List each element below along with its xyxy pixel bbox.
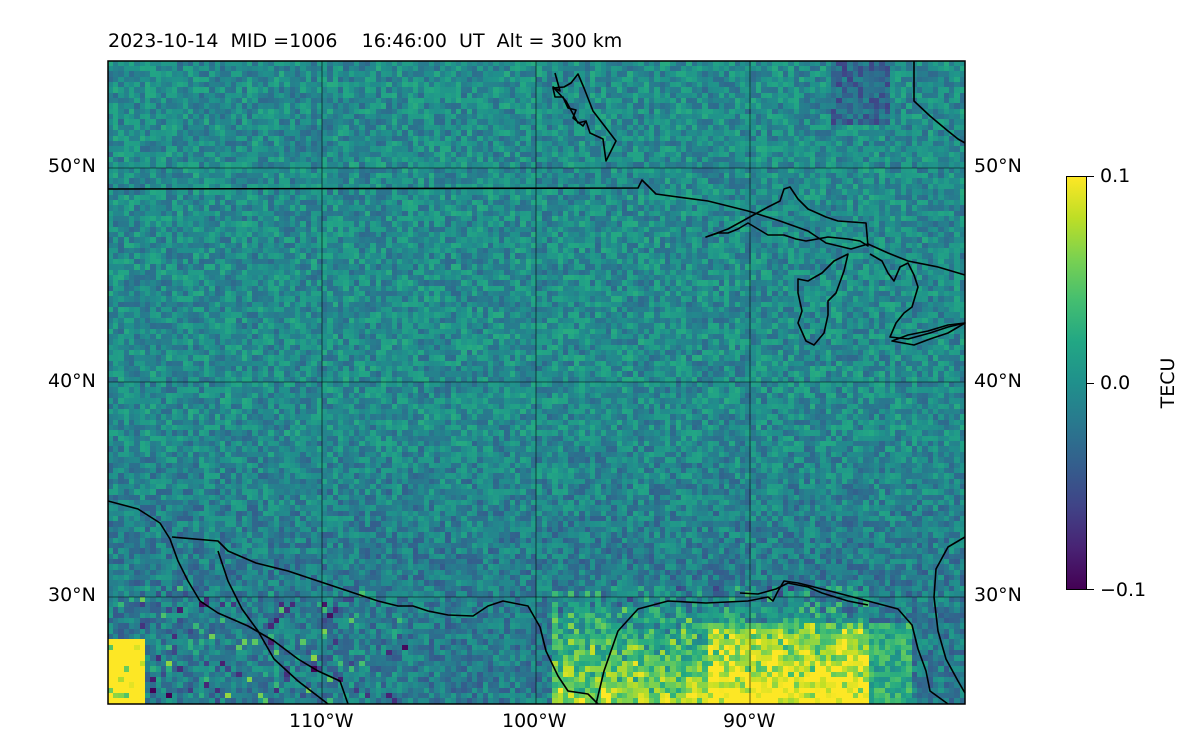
mexico-west-coast	[107, 500, 349, 705]
lon-label-110: 110°W	[289, 710, 354, 732]
lat-label-right-50: 50°N	[974, 155, 1022, 177]
colorbar-tick-bottom	[1087, 589, 1094, 590]
title-time: 16:46:00 UT	[361, 30, 485, 52]
baja-california	[171, 536, 599, 705]
colorbar-label-max: 0.1	[1100, 165, 1131, 187]
title-alt: Alt = 300 km	[496, 30, 623, 52]
colorbar-label-zero: 0.0	[1100, 372, 1131, 394]
lat-label-right-40: 40°N	[974, 370, 1022, 392]
baja-inner	[217, 550, 329, 705]
lake-michigan	[797, 253, 849, 346]
colorbar-tick-top	[1087, 176, 1094, 177]
quebec-coast	[913, 61, 966, 144]
lat-label-right-30: 30°N	[974, 584, 1022, 606]
lon-label-100: 100°W	[502, 710, 567, 732]
plot-title: 2023-10-14 MID =1006 16:46:00 UT Alt = 3…	[108, 30, 622, 52]
tec-map	[107, 60, 966, 705]
colorbar	[1066, 176, 1087, 590]
colorbar-label-min: −0.1	[1100, 579, 1147, 601]
florida-coast	[933, 536, 966, 694]
us-canada-border	[107, 179, 966, 276]
lake-huron	[869, 253, 966, 340]
lake-superior	[705, 186, 869, 247]
gridlines	[108, 61, 965, 704]
title-date: 2023-10-14	[108, 30, 219, 52]
colorbar-tick-mid	[1087, 383, 1094, 384]
coastlines-borders	[107, 61, 966, 705]
map-overlay	[107, 60, 966, 705]
lat-label-left-50: 50°N	[48, 155, 96, 177]
lon-label-90: 90°W	[723, 710, 776, 732]
colorbar-title: TECU	[1157, 357, 1179, 409]
gulf-coast-us	[595, 580, 949, 705]
lat-label-left-40: 40°N	[48, 370, 96, 392]
lat-label-left-30: 30°N	[48, 584, 96, 606]
gulf-coast-us-north	[739, 582, 869, 606]
hudson-bay-coast	[552, 72, 617, 162]
title-mid: MID =1006	[230, 30, 338, 52]
map-frame	[107, 60, 966, 705]
